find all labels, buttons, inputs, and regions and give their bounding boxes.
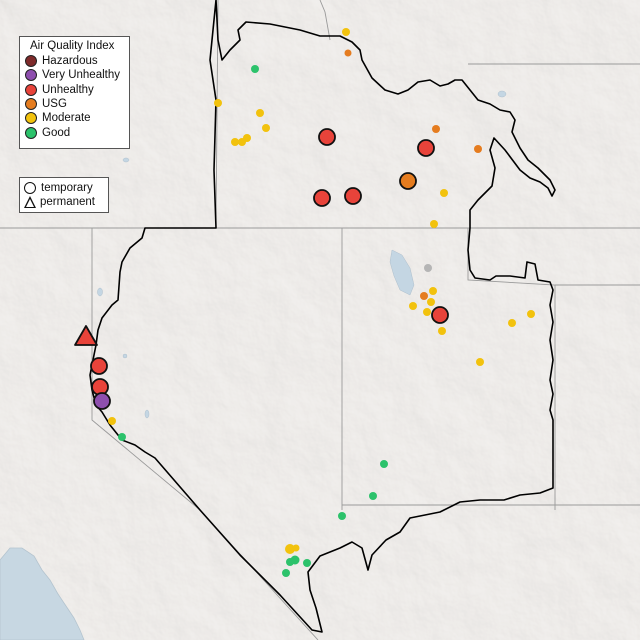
monitor-no-data[interactable] [424, 264, 432, 272]
monitor-very-unhealthy[interactable] [93, 392, 111, 410]
monitor-moderate[interactable] [508, 319, 516, 327]
aqi-legend-row: USG [25, 97, 129, 111]
aqi-legend-label: Very Unhealthy [42, 69, 120, 82]
monitor-moderate[interactable] [256, 109, 264, 117]
monitor-type-legend: temporary permanent [19, 177, 109, 213]
aqi-legend-row: Very Unhealthy [25, 68, 129, 82]
monitor-legend-items: temporary permanent [24, 181, 108, 210]
aqi-swatch-icon [25, 55, 37, 68]
monitor-good[interactable] [338, 512, 346, 520]
monitor-moderate[interactable] [262, 124, 270, 132]
monitor-unhealthy[interactable] [90, 357, 108, 375]
monitor-moderate[interactable] [429, 287, 437, 295]
monitor-legend-row: permanent [24, 195, 108, 209]
aqi-swatch-icon [25, 126, 37, 139]
lake-small-2 [97, 287, 103, 297]
aqi-legend-label: Unhealthy [42, 83, 94, 96]
monitor-usg[interactable] [432, 125, 440, 133]
aqi-legend: Air Quality Index Hazardous Very Unhealth… [19, 36, 130, 149]
monitor-usg[interactable] [474, 145, 482, 153]
lake-small-3 [497, 90, 507, 98]
monitor-moderate[interactable] [238, 138, 246, 146]
monitor-good[interactable] [286, 558, 294, 566]
aqi-swatch-icon [25, 69, 37, 82]
aqi-legend-label: Hazardous [42, 55, 98, 68]
monitor-good[interactable] [303, 559, 311, 567]
aqi-swatch-icon [25, 98, 37, 111]
monitor-moderate[interactable] [214, 99, 222, 107]
monitor-moderate[interactable] [527, 310, 535, 318]
aqi-legend-label: Moderate [42, 112, 91, 125]
monitor-permanent-unhealthy[interactable] [74, 325, 98, 346]
aqi-legend-label: Good [42, 126, 71, 139]
pacific-ocean [0, 547, 85, 640]
monitor-moderate[interactable] [108, 417, 116, 425]
monitor-usg[interactable] [420, 292, 428, 300]
monitor-moderate[interactable] [430, 220, 438, 228]
monitor-markers [74, 28, 535, 577]
aqi-legend-row: Hazardous [25, 54, 129, 68]
monitor-unhealthy[interactable] [344, 187, 362, 205]
monitor-moderate[interactable] [427, 298, 435, 306]
monitor-usg[interactable] [344, 49, 352, 57]
monitor-moderate[interactable] [409, 302, 417, 310]
monitor-moderate[interactable] [476, 358, 484, 366]
monitor-good[interactable] [251, 65, 259, 73]
aqi-legend-row: Moderate [25, 111, 129, 125]
monitor-moderate[interactable] [438, 327, 446, 335]
lakes [97, 90, 507, 419]
monitor-moderate[interactable] [231, 138, 239, 146]
aqi-swatch-icon [25, 112, 37, 125]
monitor-moderate[interactable] [292, 544, 300, 552]
aqi-legend-row: Good [25, 125, 129, 139]
monitor-good[interactable] [282, 569, 290, 577]
monitor-legend-label: permanent [40, 196, 95, 209]
circle-icon [24, 182, 36, 195]
boundary-id-mt [319, 0, 331, 41]
monitor-unhealthy[interactable] [417, 139, 435, 157]
study-region-outline [89, 0, 556, 633]
aqi-legend-items: Hazardous Very Unhealthy Unhealthy USG Moder… [25, 54, 129, 140]
monitor-good[interactable] [118, 433, 126, 441]
aqi-swatch-icon [25, 83, 37, 96]
lake-small-1 [122, 157, 130, 163]
lake-small-4 [144, 409, 150, 419]
monitor-moderate[interactable] [440, 189, 448, 197]
monitor-unhealthy[interactable] [318, 128, 336, 146]
monitor-moderate[interactable] [285, 544, 295, 554]
lake-small-5 [122, 353, 128, 359]
monitor-unhealthy[interactable] [313, 189, 331, 207]
lake-great-salt [389, 249, 415, 296]
monitor-good[interactable] [369, 492, 377, 500]
monitor-legend-label: temporary [41, 182, 93, 195]
monitor-moderate[interactable] [342, 28, 350, 36]
monitor-good[interactable] [380, 460, 388, 468]
triangle-icon [24, 196, 36, 209]
aqi-legend-row: Unhealthy [25, 83, 129, 97]
monitor-usg[interactable] [399, 172, 417, 190]
aqi-legend-label: USG [42, 98, 67, 111]
aqi-legend-title: Air Quality Index [30, 40, 115, 52]
monitor-moderate[interactable] [423, 308, 431, 316]
monitor-unhealthy[interactable] [431, 306, 449, 324]
monitor-legend-row: temporary [24, 181, 108, 195]
